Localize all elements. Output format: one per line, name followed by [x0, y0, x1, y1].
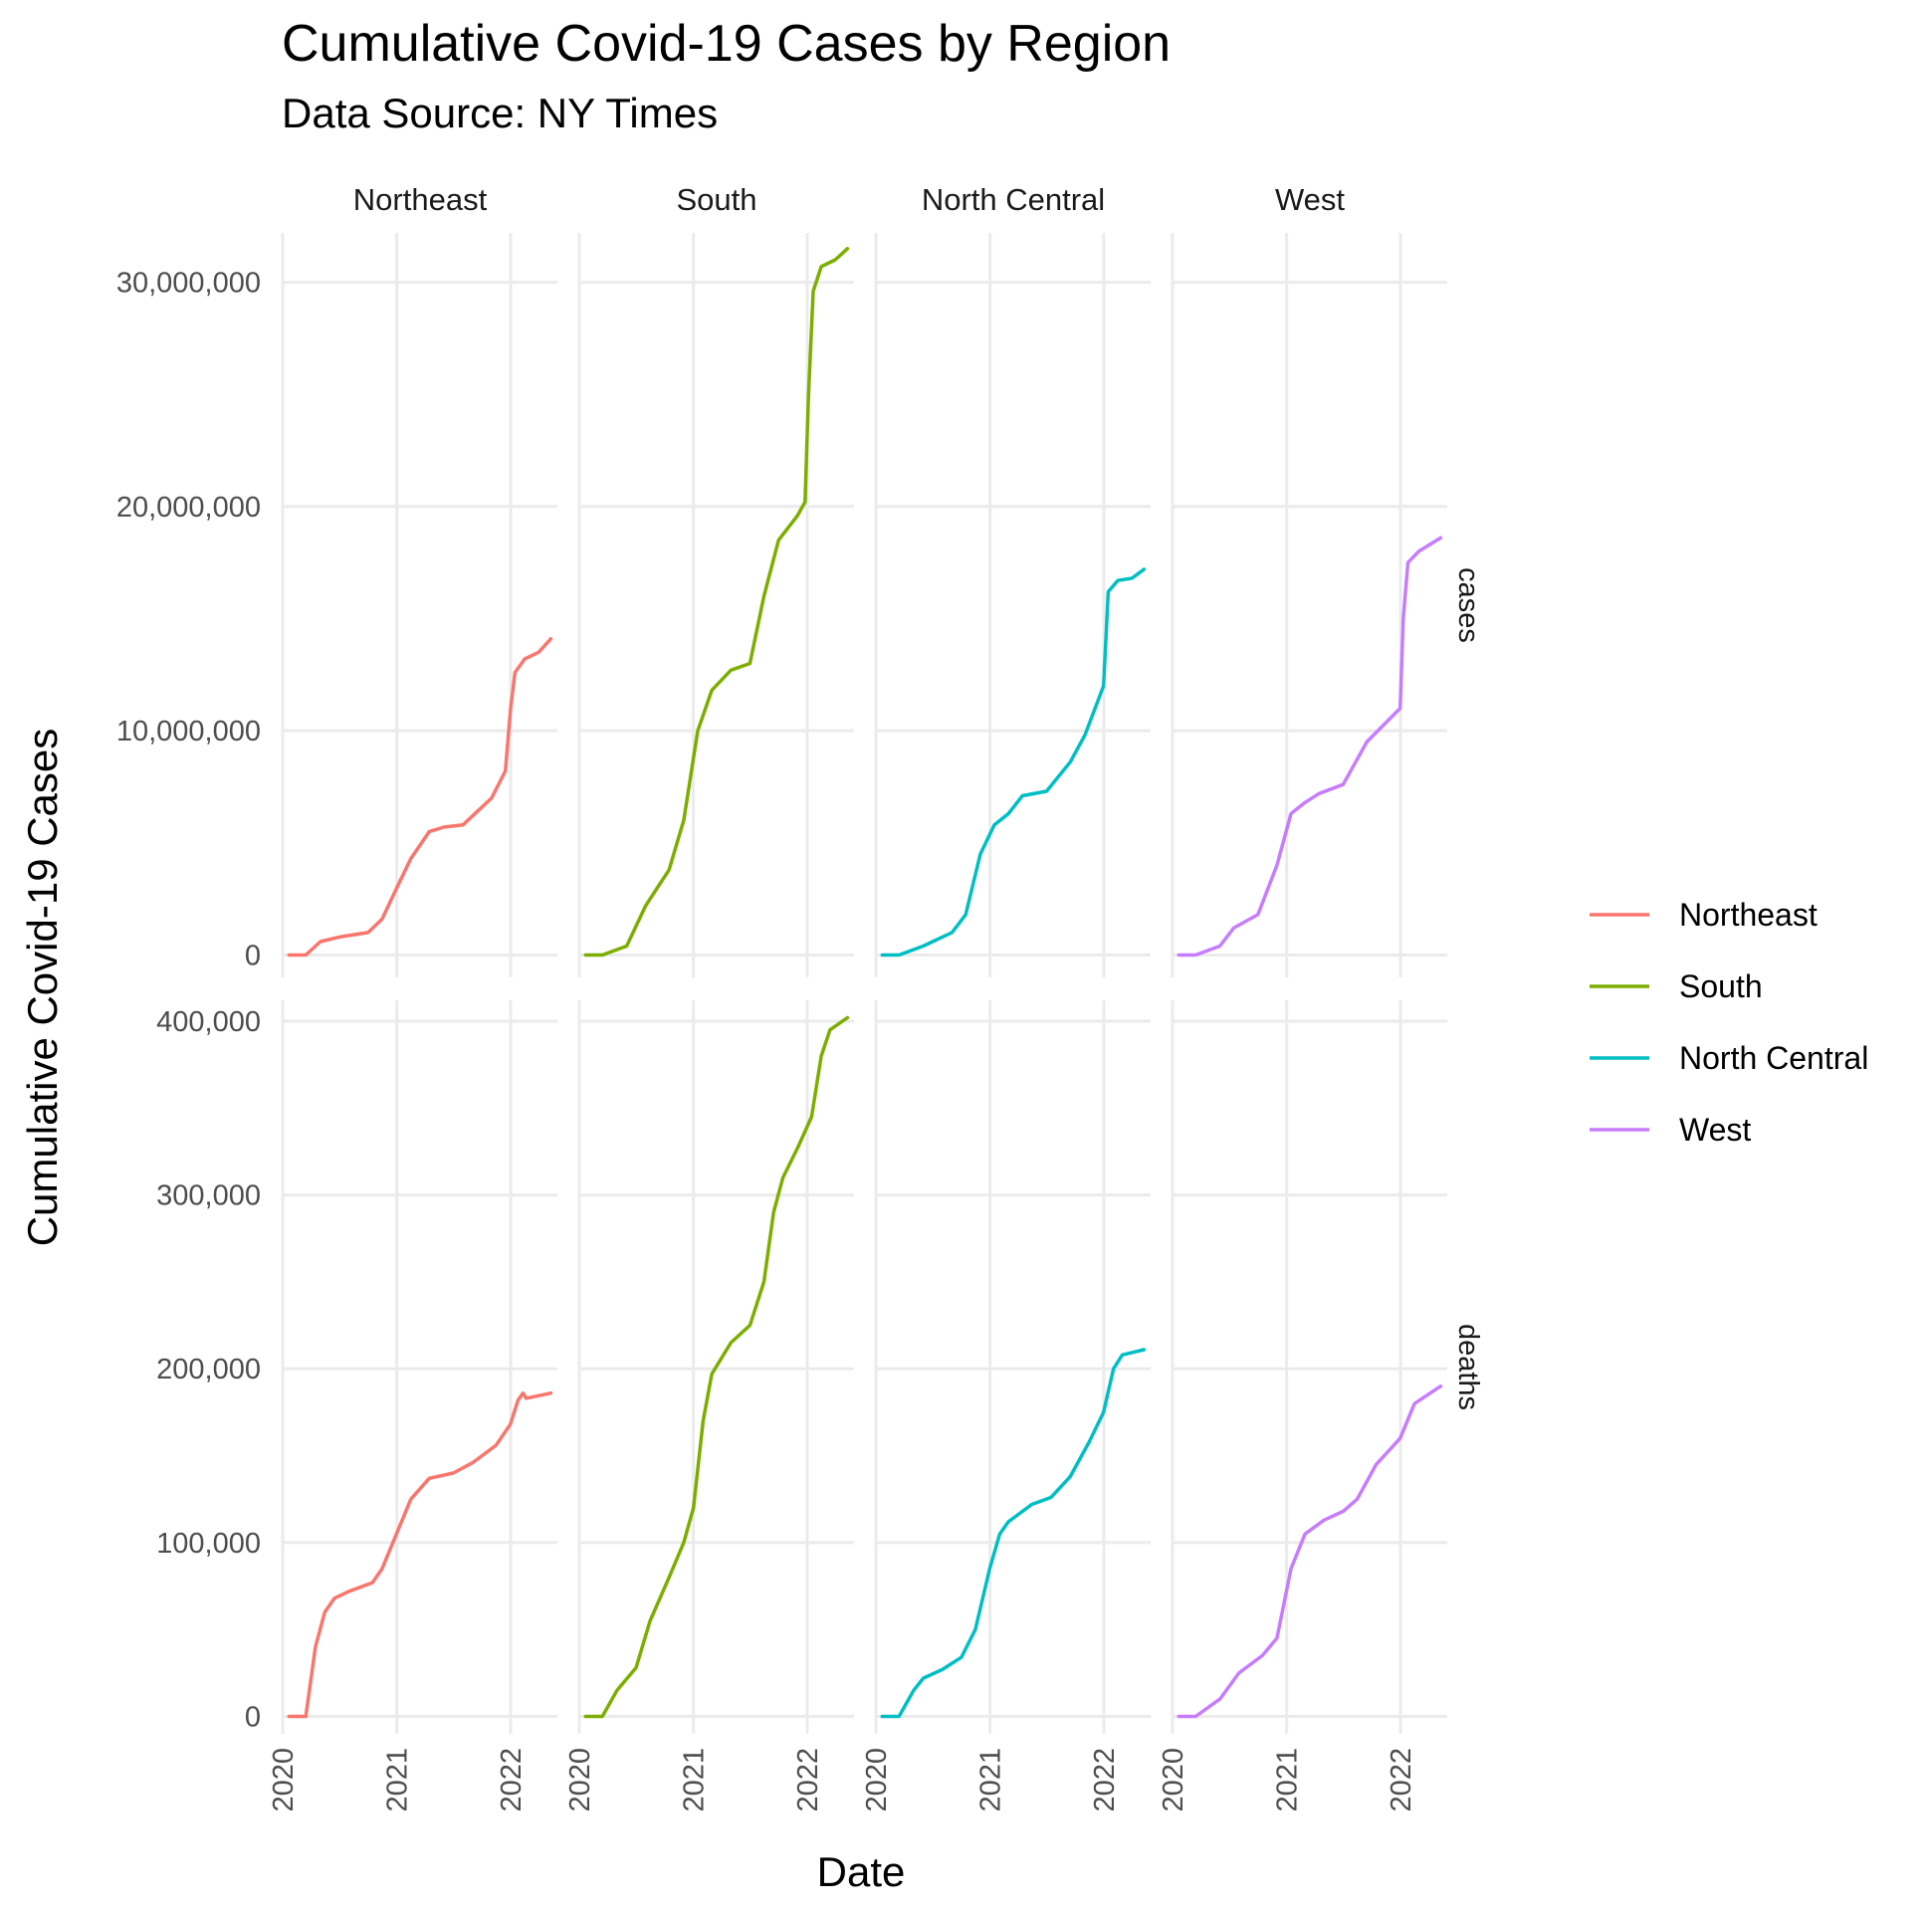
legend-label-west: West: [1679, 1112, 1751, 1148]
y-tick-label: 200,000: [156, 1354, 261, 1385]
y-tick-label: 300,000: [156, 1180, 261, 1212]
y-tick-label: 30,000,000: [116, 268, 261, 300]
facet-row-label-deaths: deaths: [1452, 1324, 1484, 1410]
series-line-south-cases: [583, 247, 850, 957]
facet-row-label-cases: cases: [1452, 567, 1484, 643]
facet-column-label-north-central: North Central: [922, 182, 1105, 217]
y-tick-label: 400,000: [156, 1006, 261, 1038]
chart-subtitle: Data Source: NY Times: [282, 90, 719, 136]
x-tick-label: 2022: [1386, 1748, 1417, 1812]
y-tick-label: 10,000,000: [116, 716, 261, 747]
x-tick-label: 2021: [1272, 1748, 1304, 1812]
y-axis-title: Cumulative Covid-19 Cases: [19, 729, 66, 1247]
legend-label-northeast: Northeast: [1679, 897, 1818, 933]
facet-column-label-northeast: Northeast: [353, 182, 488, 217]
facet-column-label-west: West: [1275, 182, 1345, 217]
facet-column-label-south: South: [676, 182, 756, 217]
series-line-west-deaths: [1177, 1383, 1443, 1719]
x-tick-label: 2021: [679, 1748, 711, 1812]
series-line-south-deaths: [583, 1015, 850, 1719]
legend-label-south: South: [1679, 968, 1763, 1004]
x-tick-label: 2021: [975, 1748, 1007, 1812]
series-line-north-central-cases: [880, 567, 1147, 957]
x-tick-label: 2021: [382, 1748, 414, 1812]
legend-label-north-central: North Central: [1679, 1040, 1868, 1076]
y-tick-label: 0: [245, 940, 261, 971]
x-tick-label: 2020: [861, 1748, 893, 1812]
x-tick-label: 2020: [564, 1748, 596, 1812]
x-tick-label: 2022: [792, 1748, 824, 1812]
y-tick-label: 0: [245, 1702, 261, 1734]
series-line-northeast-cases: [287, 637, 553, 957]
x-tick-label: 2020: [1158, 1748, 1189, 1812]
x-tick-label: 2022: [496, 1748, 528, 1812]
y-tick-label: 20,000,000: [116, 492, 261, 524]
x-tick-label: 2022: [1089, 1748, 1121, 1812]
x-tick-label: 2020: [268, 1748, 300, 1812]
y-tick-label: 100,000: [156, 1528, 261, 1560]
x-axis-title: Date: [817, 1848, 906, 1895]
chart-title: Cumulative Covid-19 Cases by Region: [282, 15, 1172, 73]
series-line-northeast-deaths: [287, 1390, 553, 1719]
series-line-west-cases: [1177, 535, 1443, 957]
series-line-north-central-deaths: [880, 1348, 1147, 1719]
